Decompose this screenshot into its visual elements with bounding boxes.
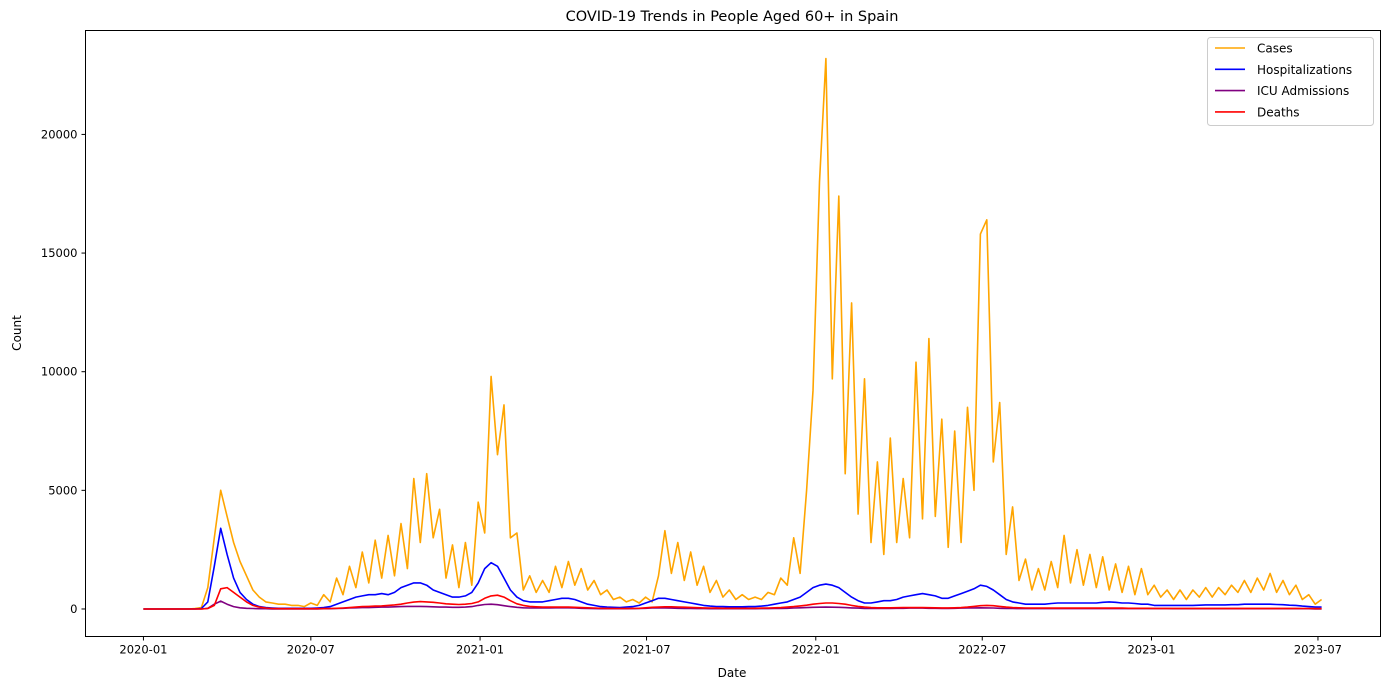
y-tick-label: 15000 [41,246,78,260]
x-tick-label: 2021-07 [623,643,671,657]
legend-label-icu-admissions: ICU Admissions [1257,84,1349,98]
x-tick-label: 2023-07 [1294,643,1342,657]
series-line-cases [143,57,1323,610]
y-tick-label: 10000 [41,365,78,379]
legend-label-deaths: Deaths [1257,105,1300,119]
series-line-deaths [143,586,1322,610]
y-tick-label: 0 [70,602,77,616]
x-tick-label: 2022-07 [958,643,1006,657]
legend-frame [1207,37,1374,126]
y-axis: 0 5000 10000 15000 20000 [41,127,86,616]
y-tick-label: 5000 [48,483,77,497]
x-tick-label: 2020-01 [119,643,167,657]
legend-label-cases: Cases [1257,42,1293,56]
x-tick-label: 2021-01 [456,643,504,657]
series-line-hospitalizations [143,527,1322,610]
series-layer [143,57,1323,610]
y-axis-label: Count [10,315,24,351]
plot-area-frame [85,30,1381,637]
legend-label-hospitalizations: Hospitalizations [1257,63,1352,77]
legend: Cases Hospitalizations ICU Admissions Death… [1207,37,1374,126]
x-tick-label: 2023-01 [1127,643,1175,657]
x-tick-label: 2022-01 [792,643,840,657]
x-axis-label: Date [718,666,747,680]
x-axis: 2020-01 2020-07 2021-01 2021-07 2022-01 2022-… [119,636,1342,657]
y-tick-label: 20000 [41,127,78,141]
x-tick-label: 2020-07 [287,643,335,657]
chart-title: COVID-19 Trends in People Aged 60+ in Sp… [566,9,899,25]
